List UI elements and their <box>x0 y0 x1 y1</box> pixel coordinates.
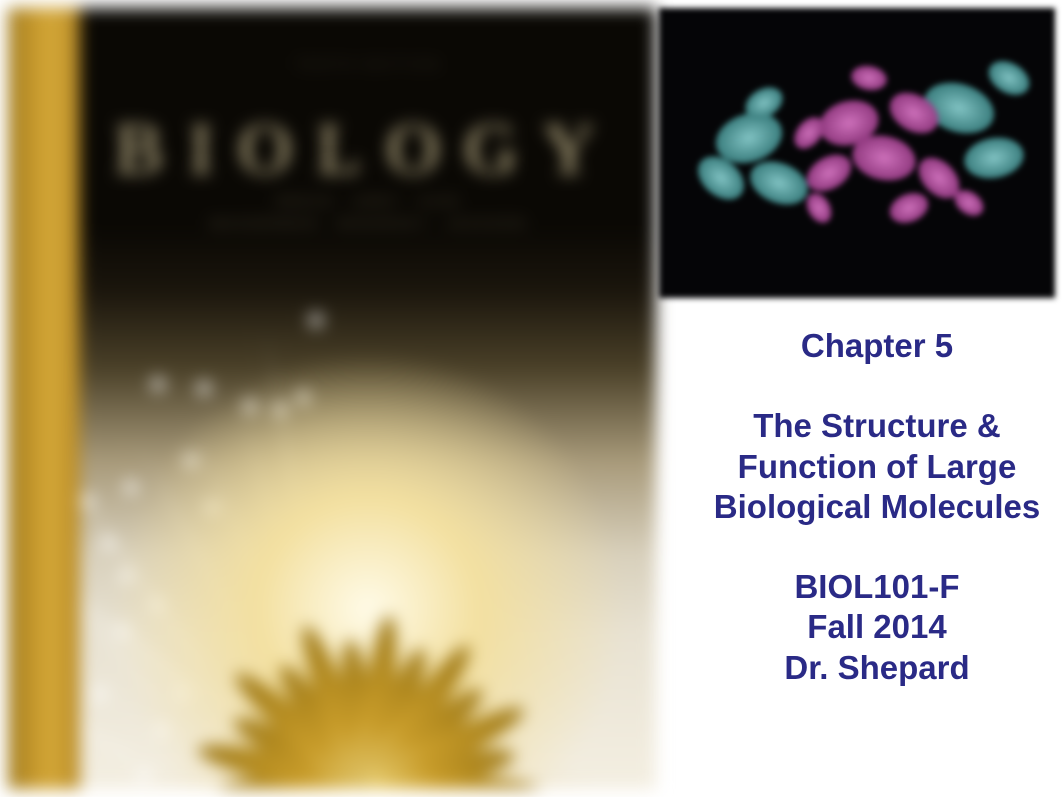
book-cover-image: TENTH EDITION BIOLOGY REECE · URRY · CAI… <box>8 8 656 789</box>
title-line-3: Biological Molecules <box>672 487 1062 527</box>
book-title-text: BIOLOGY <box>80 108 656 191</box>
title-line-2: Function of Large <box>672 447 1062 487</box>
instructor-label: Dr. Shepard <box>672 648 1062 688</box>
book-authors-text: REECE · URRY · CAIN WASSERMAN · MINORSKY… <box>80 190 656 235</box>
book-edition-text: TENTH EDITION <box>80 56 656 72</box>
term-label: Fall 2014 <box>672 607 1062 647</box>
molecule-image <box>659 8 1055 298</box>
book-face: TENTH EDITION BIOLOGY REECE · URRY · CAI… <box>80 8 656 789</box>
chapter-label: Chapter 5 <box>672 326 1062 366</box>
course-code: BIOL101-F <box>672 567 1062 607</box>
molecule-svg <box>659 8 1055 298</box>
book-spine <box>8 8 80 789</box>
slide-text-block: Chapter 5 The Structure & Function of La… <box>672 326 1062 688</box>
title-line-1: The Structure & <box>672 406 1062 446</box>
slide: TENTH EDITION BIOLOGY REECE · URRY · CAI… <box>0 0 1062 797</box>
